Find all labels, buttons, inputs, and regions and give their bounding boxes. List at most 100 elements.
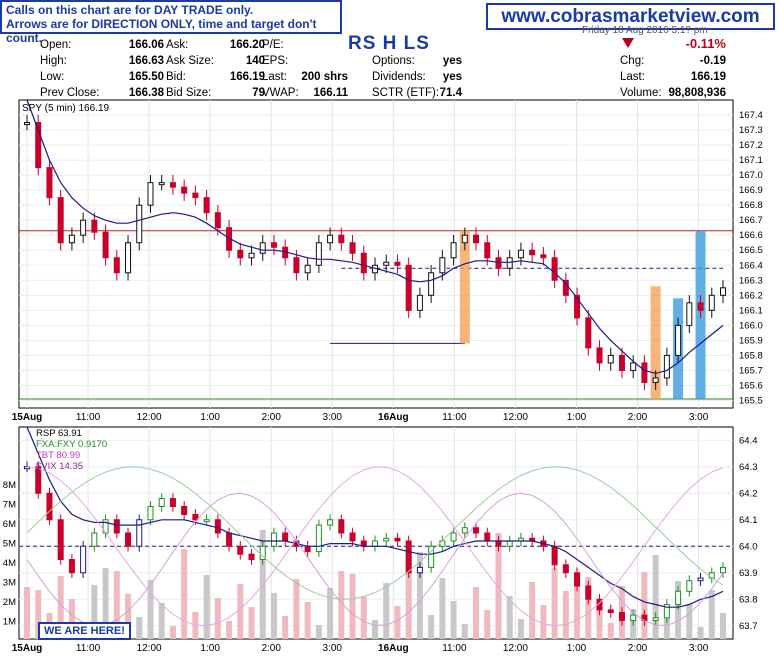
candle-body	[506, 540, 513, 547]
x-tick-label: 11:00	[442, 412, 467, 423]
candle-body	[495, 540, 502, 547]
y-tick-label: 167.4	[739, 110, 763, 121]
overlay-series-line	[26, 466, 724, 627]
y-tick-label: 63.7	[739, 621, 758, 632]
y-tick-label: 165.5	[739, 395, 763, 406]
candle-body	[35, 122, 42, 169]
last-value: 200 shrs	[301, 71, 348, 83]
eps-label: EPS:	[262, 55, 289, 67]
candle-body	[630, 614, 637, 621]
candle-body	[574, 294, 581, 319]
candle-body	[125, 532, 132, 547]
candle-body	[349, 532, 356, 542]
candle-body	[596, 347, 603, 364]
volume-tick-label: 6M	[3, 519, 16, 530]
x-tick-label: 2:00	[628, 643, 648, 654]
candle-body	[630, 362, 637, 371]
candle-body	[439, 257, 446, 274]
rsp-indicator-chart: 15Aug 11:00 12:00 1:00 2:00 3:00 16Aug 11:00 12:…	[3, 426, 758, 654]
last2-value: 166.19	[690, 71, 726, 83]
candle-body	[248, 553, 255, 560]
candle-body	[641, 362, 648, 383]
options-label: Options:	[372, 55, 415, 67]
candle-body	[383, 537, 390, 542]
bid-size-value: 79	[252, 87, 265, 99]
y-tick-label: 63.8	[739, 594, 758, 605]
y-tick-label: 165.6	[739, 380, 763, 391]
website-link[interactable]: www.cobrasmarketview.com	[486, 3, 775, 30]
candle-body	[91, 219, 98, 233]
vwap-value: 166.11	[313, 87, 348, 99]
last-label: Last:	[262, 71, 287, 83]
candle-body	[473, 527, 480, 534]
candle-body	[675, 590, 682, 606]
x-tick-label: 2:00	[261, 412, 281, 423]
x-tick-label: 1:00	[567, 643, 587, 654]
volume-bar	[529, 582, 536, 639]
candle-body	[618, 612, 625, 621]
candle-body	[428, 272, 435, 296]
pe-label: P/E:	[262, 39, 284, 51]
candle-body	[416, 566, 423, 574]
candle-body	[35, 466, 42, 494]
candle-body	[405, 540, 412, 574]
candle-body	[551, 545, 558, 566]
candle-body	[91, 532, 98, 547]
ask-size-value: 140	[245, 55, 265, 67]
volume-bar	[91, 585, 98, 639]
sctr-label: SCTR (ETF):	[372, 87, 440, 99]
candle-body	[113, 257, 120, 274]
candle-body	[57, 197, 64, 244]
candle-body	[551, 257, 558, 281]
volume-bar	[562, 591, 569, 639]
volume-bar	[338, 571, 345, 639]
y-tick-label: 166.1	[739, 305, 763, 316]
candle-body	[24, 466, 30, 470]
y-tick-label: 165.9	[739, 335, 763, 346]
candle-body	[585, 585, 592, 600]
candle-body	[338, 234, 345, 244]
y-tick-label: 166.8	[739, 200, 763, 211]
candle-body	[360, 252, 367, 274]
candle-body	[259, 545, 266, 560]
x-tick-label: 12:00	[503, 412, 528, 423]
candle-body	[203, 197, 210, 214]
candle-body	[169, 498, 176, 508]
volume-bar	[517, 619, 524, 639]
candle-body	[697, 577, 704, 582]
volume-bar	[461, 624, 468, 639]
down-arrow-icon	[622, 38, 634, 48]
bid-value: 166.19	[229, 71, 265, 83]
candle-body	[428, 545, 435, 568]
volume-bar	[158, 603, 165, 639]
bid-label: Bid:	[166, 71, 186, 83]
sctr-value: 71.4	[439, 87, 462, 99]
candle-body	[720, 566, 726, 574]
x-tick-label: 11:00	[442, 643, 467, 654]
quote-date: Friday 18 Aug 2016 5:1? pm	[582, 25, 708, 36]
x-tick-label: 3:00	[323, 643, 343, 654]
candle-body	[192, 513, 199, 521]
candle-body	[484, 532, 491, 542]
volume-bar	[136, 617, 143, 639]
volume-bar	[181, 549, 188, 639]
candle-body	[585, 317, 592, 349]
y-tick-label: 165.8	[739, 350, 763, 361]
volume-bar	[450, 601, 457, 639]
volume-tick-label: 1M	[3, 617, 16, 628]
volume-bar	[551, 568, 558, 639]
volume-bar	[125, 594, 132, 639]
vwap-label: VWAP:	[262, 87, 299, 99]
candle-body	[461, 527, 468, 534]
plot-area	[18, 99, 734, 409]
candle-body	[562, 564, 569, 574]
x-tick-label: 3:00	[689, 412, 709, 423]
overlay-series-line	[26, 492, 724, 627]
volume-bar	[484, 610, 491, 639]
ask-label: Ask:	[166, 39, 189, 51]
volume-bar	[708, 590, 715, 639]
candle-body	[383, 261, 390, 266]
candle-body	[181, 186, 188, 194]
candle-body	[517, 249, 524, 259]
volume-bar	[270, 593, 277, 639]
